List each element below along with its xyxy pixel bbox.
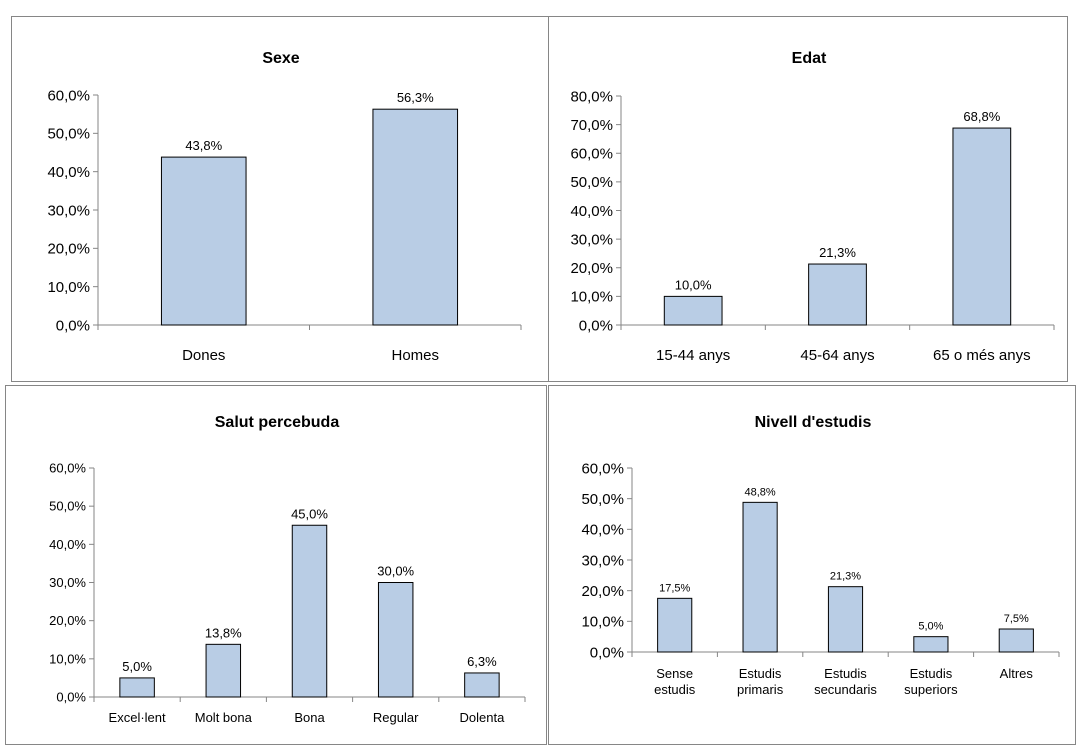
data-label: 17,5% — [659, 582, 690, 594]
y-tick-label: 20,0% — [570, 260, 613, 277]
y-tick-label: 80,0% — [570, 88, 613, 105]
category-label: secundaris — [814, 682, 877, 697]
data-label: 56,3% — [397, 90, 434, 105]
bar — [808, 263, 867, 326]
y-tick-label: 50,0% — [49, 499, 86, 514]
y-tick-label: 30,0% — [581, 552, 624, 569]
bar — [657, 597, 693, 653]
chart-nivell-estudis: Nivell d'estudis 0,0% 10,0% 20,0% 30,0% 40,0%… — [581, 414, 1060, 697]
category-label: Molt bona — [195, 710, 253, 725]
category-label: Estudis — [910, 666, 953, 681]
chart-salut-percebuda: Salut percebuda 0,0% 10,0% 20,0% 30,0% 40,0% 5… — [49, 414, 526, 725]
data-label: 7,5% — [1004, 613, 1029, 625]
chart-title: Nivell d'estudis — [755, 414, 872, 431]
chart-edat: Edat 0,0% 10,0% 20,0% 30,0% 40,0% 50,0% 60,0% 70… — [570, 50, 1055, 364]
category-label: Excel·lent — [109, 710, 166, 725]
category-label: Dones — [182, 347, 225, 364]
y-tick-label: 40,0% — [581, 522, 624, 539]
bar — [291, 524, 328, 698]
y-tick-label: 10,0% — [581, 614, 624, 631]
y-tick-label: 10,0% — [49, 651, 86, 666]
y-tick-label: 40,0% — [49, 537, 86, 552]
y-tick-label: 20,0% — [49, 613, 86, 628]
chart-panel-nivell-estudis: Nivell d'estudis 0,0% 10,0% 20,0% 30,0% 40,0%… — [548, 385, 1076, 745]
data-label: 5,0% — [122, 659, 152, 674]
y-tick-label: 70,0% — [570, 117, 613, 134]
y-tick-label: 0,0% — [56, 690, 86, 705]
chart-sexe: Sexe 0,0% 10,0% 20,0% 30,0% 40,0% 50,0% 60,0% 43… — [47, 50, 522, 364]
bar — [827, 586, 864, 653]
category-label: 65 o més anys — [933, 347, 1031, 364]
bar — [160, 156, 247, 326]
y-tick-label: 60,0% — [49, 461, 86, 476]
data-label: 48,8% — [744, 486, 775, 498]
category-label: Sense — [656, 666, 693, 681]
y-tick-label: 0,0% — [56, 317, 90, 334]
category-label: Estudis — [739, 666, 782, 681]
category-label: Bona — [294, 710, 325, 725]
y-tick-label: 0,0% — [590, 644, 624, 661]
data-label: 6,3% — [467, 654, 497, 669]
bar — [372, 108, 459, 326]
y-tick-label: 0,0% — [579, 317, 613, 334]
chart-panel-edat: Edat 0,0% 10,0% 20,0% 30,0% 40,0% 50,0% 60,0% 70… — [548, 16, 1068, 382]
y-tick-label: 40,0% — [570, 203, 613, 220]
category-label: Altres — [1000, 666, 1034, 681]
y-tick-label: 10,0% — [570, 289, 613, 306]
category-label: estudis — [654, 682, 696, 697]
y-tick-label: 60,0% — [570, 146, 613, 163]
bar — [119, 677, 155, 698]
y-tick-label: 10,0% — [47, 279, 90, 296]
y-tick-label: 60,0% — [581, 460, 624, 477]
y-tick-label: 50,0% — [47, 126, 90, 143]
bar — [913, 636, 949, 653]
bar — [742, 501, 778, 653]
bar — [952, 127, 1012, 326]
data-label: 43,8% — [185, 138, 222, 153]
bar — [205, 643, 242, 698]
y-tick-label: 30,0% — [47, 202, 90, 219]
y-tick-label: 60,0% — [47, 87, 90, 104]
y-tick-label: 40,0% — [47, 164, 90, 181]
bar — [663, 295, 723, 326]
category-label: 45-64 anys — [800, 347, 874, 364]
data-label: 10,0% — [675, 277, 712, 292]
data-label: 21,3% — [819, 245, 856, 260]
category-label: superiors — [904, 682, 958, 697]
category-label: Estudis — [824, 666, 867, 681]
chart-title: Salut percebuda — [215, 414, 340, 431]
bar — [464, 672, 500, 698]
y-tick-label: 50,0% — [581, 491, 624, 508]
data-label: 5,0% — [918, 621, 943, 633]
y-tick-label: 30,0% — [49, 575, 86, 590]
bar — [998, 628, 1034, 653]
category-label: Homes — [391, 347, 439, 364]
data-label: 45,0% — [291, 506, 328, 521]
chart-panel-sexe: Sexe 0,0% 10,0% 20,0% 30,0% 40,0% 50,0% 60,0% 43… — [11, 16, 549, 382]
chart-title: Sexe — [262, 50, 299, 67]
data-label: 13,8% — [205, 625, 242, 640]
y-tick-label: 20,0% — [581, 583, 624, 600]
chart-panel-salut-percebuda: Salut percebuda 0,0% 10,0% 20,0% 30,0% 40,0% 5… — [5, 385, 547, 745]
category-label: Dolenta — [459, 710, 505, 725]
y-tick-label: 50,0% — [570, 174, 613, 191]
data-label: 68,8% — [963, 109, 1000, 124]
chart-title: Edat — [792, 50, 827, 67]
category-label: primaris — [737, 682, 784, 697]
y-tick-label: 30,0% — [570, 231, 613, 248]
y-tick-label: 20,0% — [47, 241, 90, 258]
category-label: 15-44 anys — [656, 347, 730, 364]
bar — [377, 582, 414, 698]
data-label: 30,0% — [377, 564, 414, 579]
data-label: 21,3% — [830, 571, 861, 583]
category-label: Regular — [373, 710, 419, 725]
